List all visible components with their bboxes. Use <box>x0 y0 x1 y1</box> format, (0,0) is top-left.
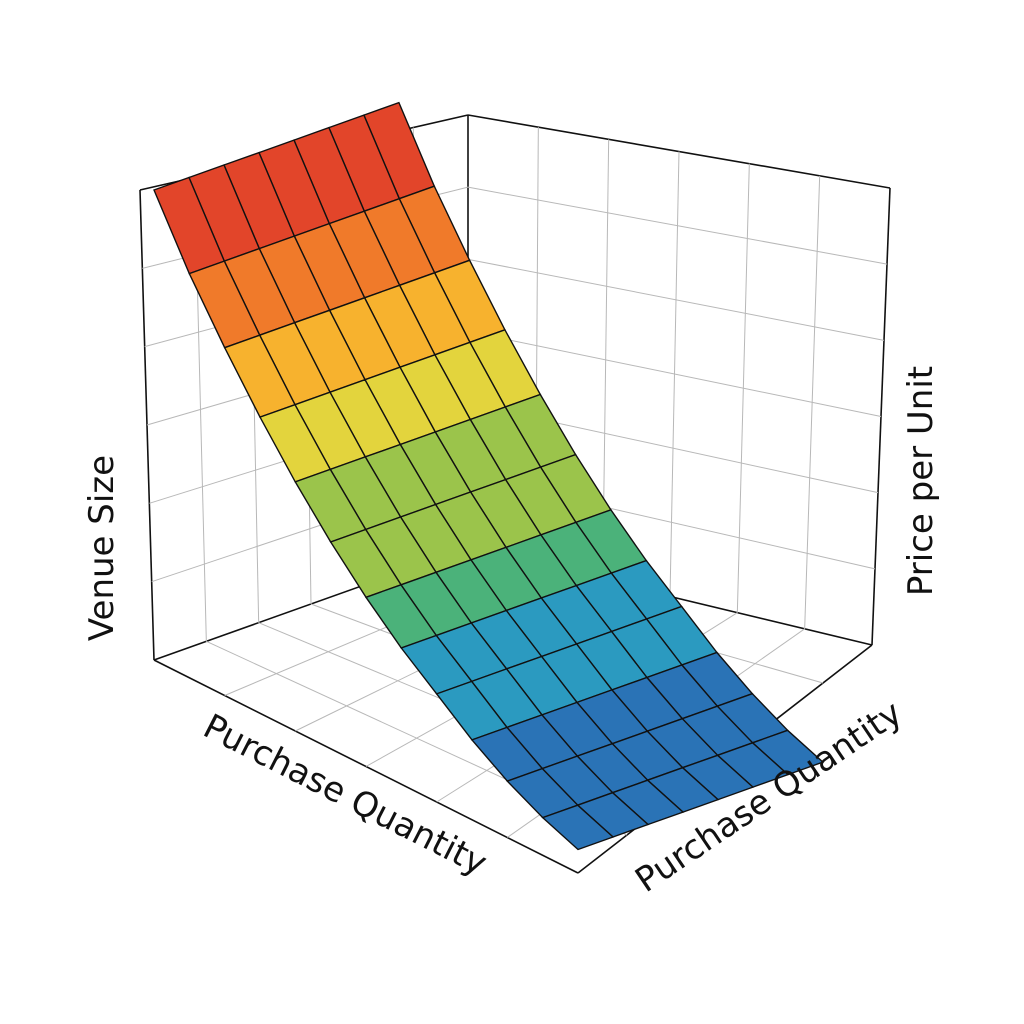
z-axis-label: Price per Unit <box>901 366 941 596</box>
side-axis-label: Venue Size <box>82 455 122 641</box>
surface-mesh <box>153 101 825 851</box>
x-axis-label: Purchase Quantity <box>197 707 493 884</box>
surface-cell <box>541 804 615 851</box>
right-wall-gridline <box>467 186 888 265</box>
